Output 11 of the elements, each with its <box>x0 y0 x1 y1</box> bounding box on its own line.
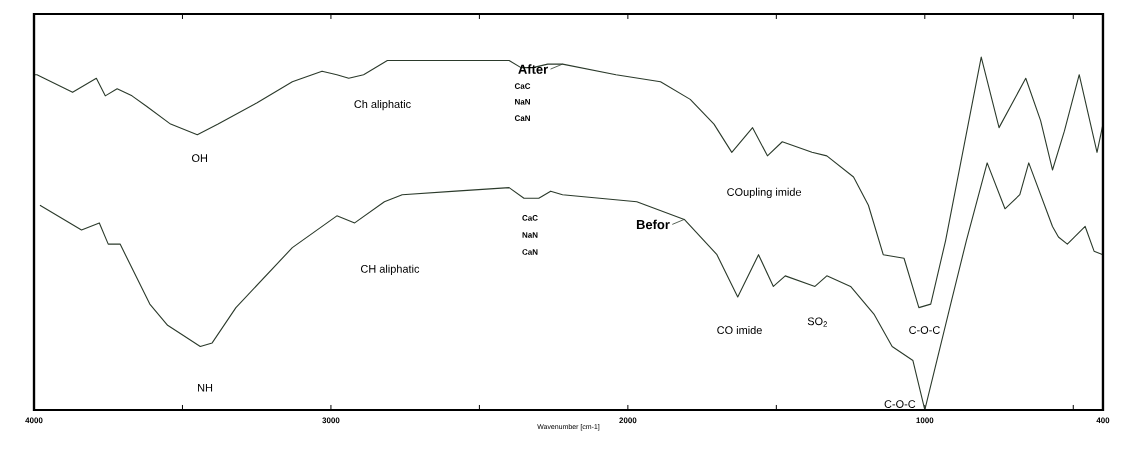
annotation: C-O-C <box>909 326 940 334</box>
annotation: SO$_{2}$ <box>807 317 827 327</box>
annotation: CH aliphatic <box>360 264 420 275</box>
annotation: NH <box>198 384 213 392</box>
annotation: OH <box>191 154 208 163</box>
legend-label: Befor <box>636 219 670 230</box>
annotation: Ch aliphatic <box>354 99 411 111</box>
legend-label: After <box>518 64 548 74</box>
annotation: C-O-C <box>884 400 916 408</box>
annotation: COupling imide <box>727 187 802 199</box>
annotation: CO imide <box>717 325 762 335</box>
